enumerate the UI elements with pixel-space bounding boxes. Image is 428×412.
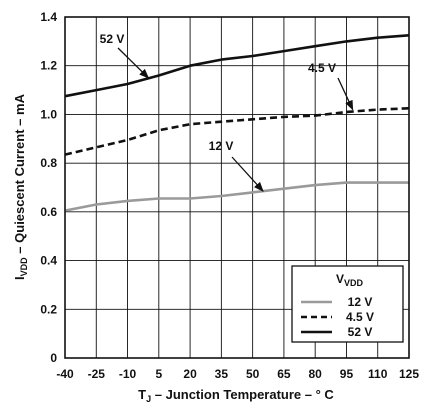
x-tick-label: -40 [56,367,74,381]
y-tick-label: 1.0 [40,107,57,121]
x-tick-label: 20 [183,367,197,381]
x-tick-label: -25 [88,367,106,381]
y-axis-label-prefix: I [12,276,27,280]
annotation-label: 52 V [100,32,125,46]
annotation-label: 4.5 V [308,61,336,75]
y-tick-label: 1.2 [40,59,57,73]
x-tick-label: -10 [119,367,137,381]
x-tick-label: 125 [399,367,419,381]
y-tick-label: 1.4 [40,10,57,24]
legend-entry-label: 12 V [348,295,373,309]
x-axis-label-sub: J [146,394,151,404]
annotation-arrow [337,77,354,111]
legend-title-prefix: V [336,272,344,286]
annotations: 52 V 4.5 V 12 V [100,32,354,192]
x-axis-label-prefix: T [138,387,146,402]
y-axis-label-sub: VDD [19,257,29,277]
x-axis-ticks: -40 -25 -10 5 20 35 50 65 80 95 110 125 [56,367,419,381]
annotation-arrow [117,47,150,79]
annotation-arrow [231,156,264,192]
legend-entry-label: 4.5 V [346,310,374,324]
x-tick-label: 35 [215,367,229,381]
x-axis-label-rest: – Junction Temperature – ° C [151,387,334,402]
x-tick-label: 50 [246,367,260,381]
y-axis-ticks: 0 0.2 0.4 0.6 0.8 1.0 1.2 1.4 [40,10,57,365]
legend-title-sub: VDD [344,278,364,288]
y-axis-label-rest: – Quiescent Current – mA [12,93,27,257]
x-tick-label: 65 [277,367,291,381]
y-tick-label: 0.8 [40,156,57,170]
legend-box [291,265,404,343]
x-tick-label: 80 [309,367,323,381]
series-lines [64,34,410,212]
y-tick-label: 0.6 [40,205,57,219]
annotation-label: 12 V [209,139,234,153]
legend-title: VVDD [336,272,364,288]
series-line-52-v [64,34,410,98]
y-axis-label: IVDD – Quiescent Current – mA [12,93,29,280]
y-tick-label: 0 [50,351,57,365]
legend-entries: 12 V4.5 V52 V [301,295,374,339]
x-tick-label: 95 [340,367,354,381]
x-axis-label: TJ – Junction Temperature – ° C [138,387,334,404]
x-tick-label: 110 [368,367,388,381]
series-line-4-5-v [64,107,410,156]
x-tick-label: 5 [155,367,162,381]
plot-frame [64,16,410,359]
series-line-12-v [64,181,409,212]
legend: VVDD 12 V4.5 V52 V [291,265,404,343]
legend-entry-label: 52 V [348,325,373,339]
y-tick-label: 0.2 [40,302,57,316]
y-tick-label: 0.4 [40,254,57,268]
